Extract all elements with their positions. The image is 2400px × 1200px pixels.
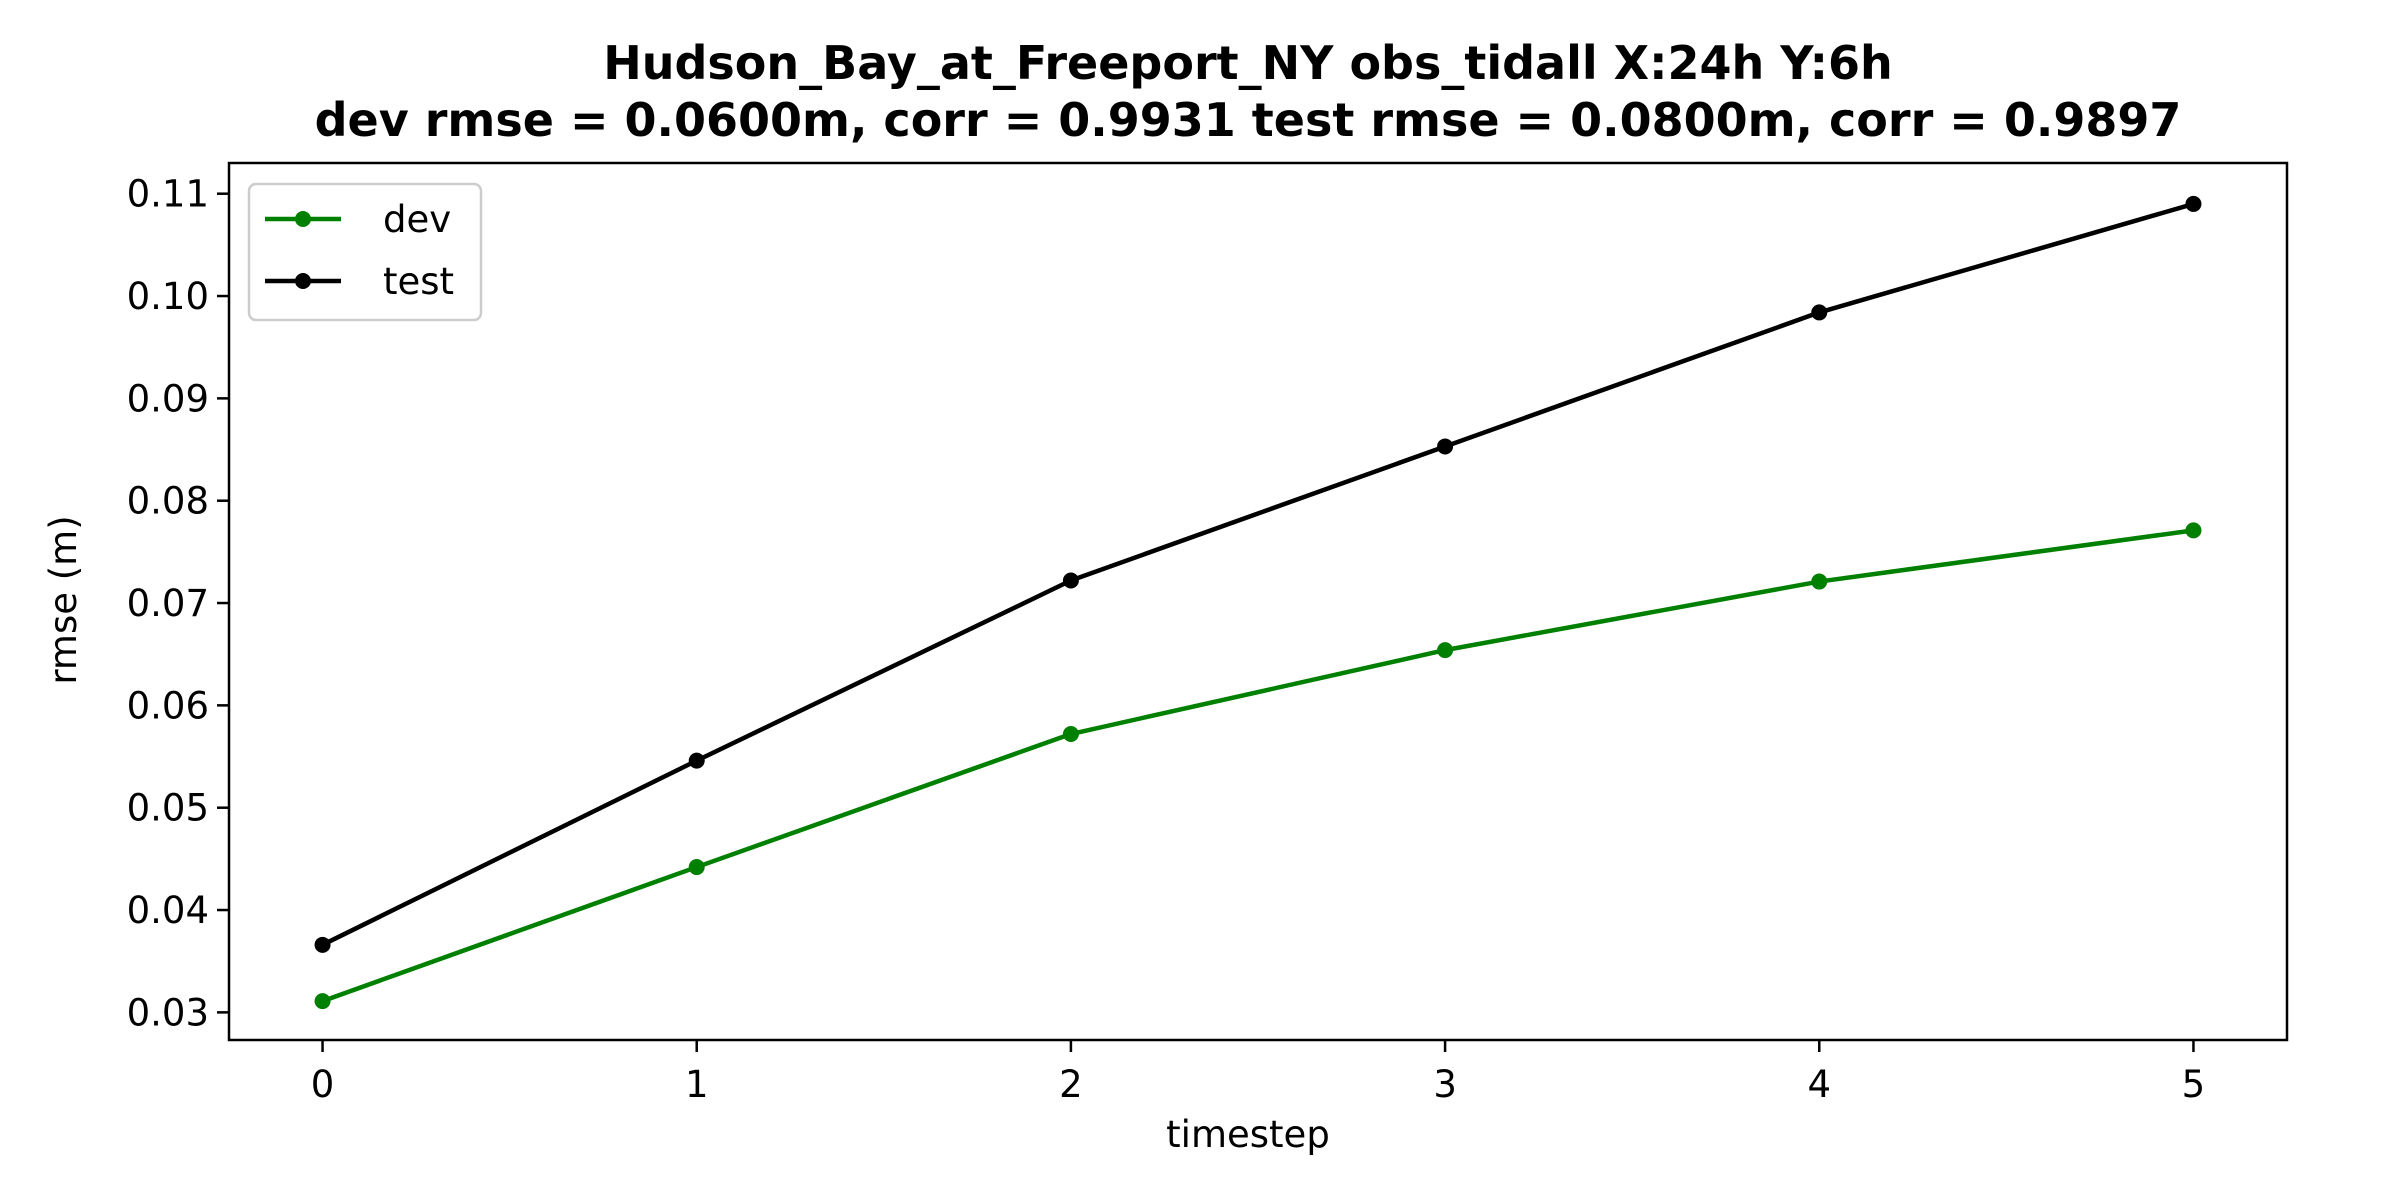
data-point-dev [1811,573,1828,590]
plot-frame [227,161,2289,1042]
data-point-dev [2185,522,2202,539]
y-axis-label: rmse (m) [42,515,85,684]
series-test [314,195,2202,953]
x-tick-label: 5 [2182,1063,2206,1106]
y-tick-label: 0.03 [127,991,209,1034]
data-point-test [688,752,705,769]
series-line-dev [321,528,2194,1004]
series-line-test [321,201,2195,947]
data-point-dev [314,993,331,1010]
x-tick-label: 1 [685,1063,709,1106]
x-tick-label: 0 [311,1063,335,1106]
y-axis-ticks: 0.03 0.04 0.05 0.06 0.07 0.08 0.09 0.10 0.11 [127,173,229,1034]
x-tick-label: 3 [1433,1063,1457,1106]
data-point-test [1811,304,1828,321]
y-tick-label: 0.05 [127,787,209,830]
data-point-dev [1437,642,1454,659]
legend-marker [295,211,311,227]
legend-item-test: test [265,260,454,303]
data-point-test [314,936,331,953]
chart-title: Hudson_Bay_at_Freeport_NY obs_tidall X:2… [603,36,1892,90]
y-tick-label: 0.04 [127,889,209,932]
legend-label: test [383,260,454,303]
data-point-test [1437,438,1454,455]
x-axis-ticks: 0 1 2 3 4 5 [311,1040,2205,1106]
data-point-test [2185,195,2202,212]
data-point-dev [1062,726,1079,743]
data-point-dev [688,859,705,876]
x-axis-label: timestep [1166,1113,1330,1156]
legend: dev test [247,182,483,322]
y-tick-label: 0.11 [127,173,209,216]
legend-label: dev [383,198,451,241]
y-tick-label: 0.06 [127,684,209,727]
x-tick-label: 2 [1059,1063,1083,1106]
legend-marker [295,273,311,289]
x-tick-label: 4 [1807,1063,1831,1106]
chart-subtitle: dev rmse = 0.0600m, corr = 0.9931 test r… [315,93,2182,147]
y-tick-label: 0.09 [127,377,209,420]
series-dev [314,522,2202,1010]
data-point-test [1062,572,1079,589]
series-layer [314,195,2202,1010]
y-tick-label: 0.10 [127,275,209,318]
y-tick-label: 0.08 [127,480,209,523]
legend-item-dev: dev [265,198,451,241]
y-tick-label: 0.07 [127,582,209,625]
